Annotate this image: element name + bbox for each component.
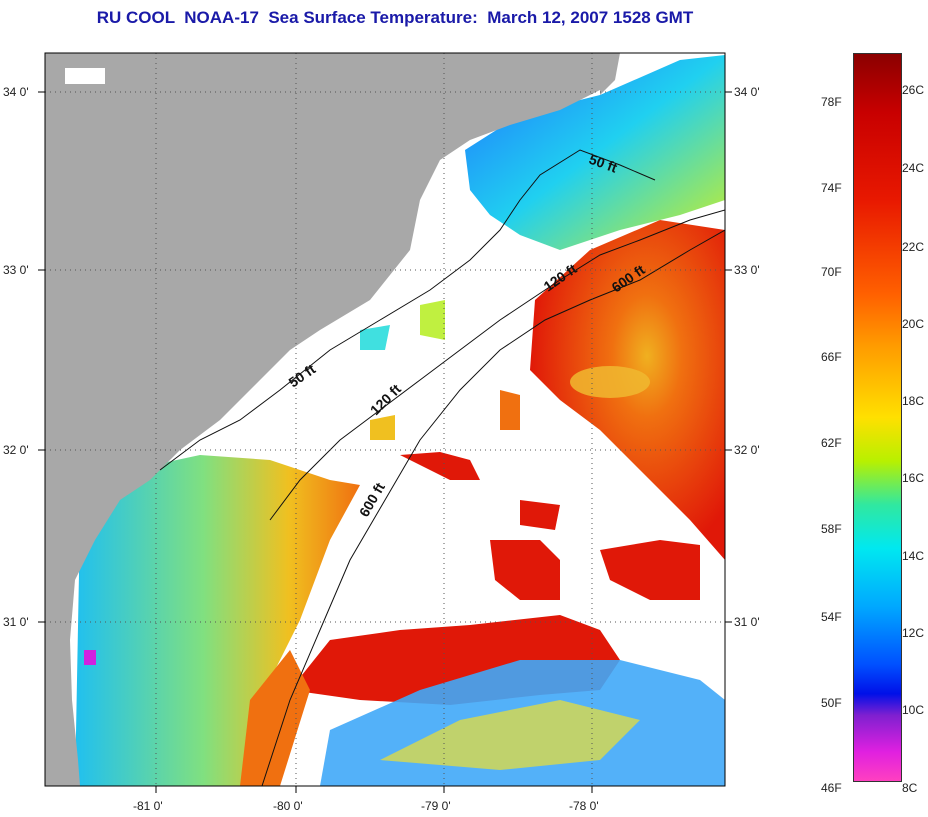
colorbar-f-label: 62F xyxy=(821,436,842,450)
lat-tick-label-right: 34 0' xyxy=(734,85,760,99)
map-frame xyxy=(44,52,726,787)
map-title: RU COOL NOAA-17 Sea Surface Temperature:… xyxy=(96,8,694,27)
colorbar-c-label: 24C xyxy=(902,161,925,175)
temperature-colorbar xyxy=(853,53,902,782)
colorbar-c-label: 20C xyxy=(902,317,925,331)
lon-tick-label: -80 0' xyxy=(273,799,303,813)
colorbar-f-label: 78F xyxy=(821,95,842,109)
lon-tick-label: -79 0' xyxy=(421,799,451,813)
colorbar-c-label: 14C xyxy=(902,549,925,563)
graticule xyxy=(45,53,725,786)
lat-tick-label-right: 33 0' xyxy=(734,263,760,277)
colorbar-c-label: 10C xyxy=(902,703,925,717)
land-mass xyxy=(45,53,610,786)
colorbar-f-label: 66F xyxy=(821,350,842,364)
lat-tick-label-right: 31 0' xyxy=(734,615,760,629)
colorbar-c-label: 16C xyxy=(902,471,925,485)
isobath-120ft xyxy=(269,209,725,521)
colorbar-c-label: 18C xyxy=(902,394,925,408)
lat-tick-label-right: 32 0' xyxy=(734,443,760,457)
lat-tick-label: 33 0' xyxy=(3,263,29,277)
lat-tick-label: 34 0' xyxy=(3,85,29,99)
isobath-50ft xyxy=(159,149,656,471)
southern-shelf-water xyxy=(75,455,360,786)
colorbar-f-label: 70F xyxy=(821,265,842,279)
colorbar-c-label: 26C xyxy=(902,83,925,97)
lat-tick-label: 32 0' xyxy=(3,443,29,457)
colorbar-f-label: 74F xyxy=(821,181,842,195)
colorbar-f-label: 50F xyxy=(821,696,842,710)
lon-tick-label: -81 0' xyxy=(133,799,163,813)
lat-tick-label: 31 0' xyxy=(3,615,29,629)
colorbar-c-label: 22C xyxy=(902,240,925,254)
isobath-600ft xyxy=(261,229,725,786)
colorbar-c-label: 8C xyxy=(902,781,918,795)
colorbar-c-label: 12C xyxy=(902,626,925,640)
lon-tick-label: -78 0' xyxy=(569,799,599,813)
northern-shelf-water xyxy=(465,55,725,250)
colorbar-f-label: 46F xyxy=(821,781,842,795)
colorbar-f-label: 58F xyxy=(821,522,842,536)
colorbar-f-label: 54F xyxy=(821,610,842,624)
